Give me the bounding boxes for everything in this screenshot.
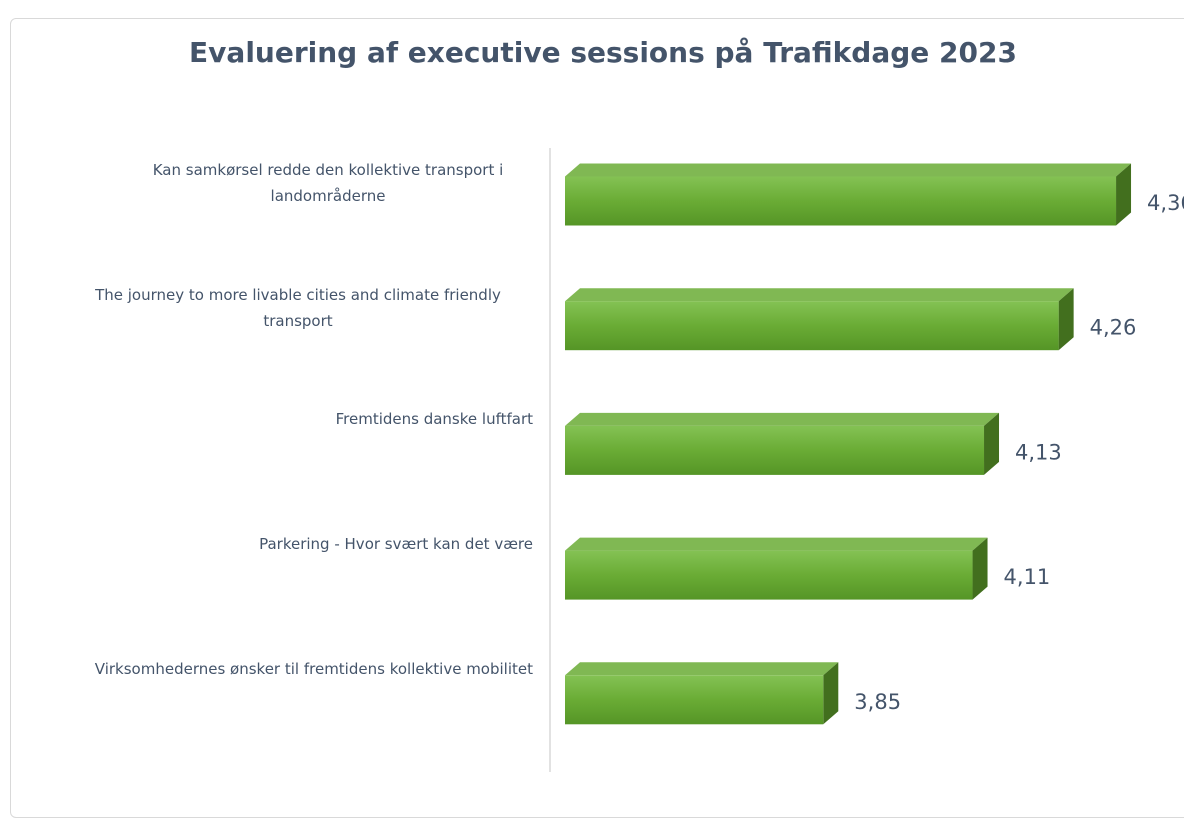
- bar-front: [565, 675, 824, 725]
- category-label: Kan samkørsel redde den kollektive trans…: [152, 161, 504, 205]
- chart-title: Evaluering af executive sessions på Traf…: [189, 36, 1017, 69]
- bar-top: [565, 163, 1132, 177]
- value-label: 4,11: [1004, 565, 1051, 589]
- bar: [565, 288, 1074, 351]
- bar-front: [565, 176, 1117, 226]
- value-label: 4,26: [1090, 316, 1137, 340]
- bar-front: [565, 301, 1059, 351]
- value-label: 3,85: [854, 690, 901, 714]
- bar-top: [565, 537, 988, 551]
- page: {"chart_data": {"type": "bar", "orientat…: [10, 18, 1184, 818]
- bar-side: [1116, 163, 1132, 226]
- bar-top: [565, 288, 1074, 302]
- bar-side: [823, 662, 839, 725]
- chart: Evaluering af executive sessions på Traf…: [189, 36, 1184, 772]
- value-label: 4,36: [1147, 191, 1184, 215]
- bar-top: [565, 412, 1000, 426]
- category-label: Fremtidens danske luftfart: [335, 410, 533, 429]
- bar-top: [565, 662, 839, 676]
- bar-front: [565, 550, 973, 600]
- bar-side: [1058, 288, 1074, 351]
- category-label: Parkering - Hvor svært kan det være: [259, 535, 533, 554]
- bar-side: [972, 537, 988, 600]
- category-label: The journey to more livable cities and c…: [95, 285, 501, 330]
- bar: [565, 412, 1000, 475]
- bar: [565, 537, 988, 600]
- bar-front: [565, 425, 985, 475]
- bar-side: [984, 412, 1000, 475]
- bar: [565, 163, 1132, 226]
- bar: [565, 662, 839, 725]
- value-label: 4,13: [1015, 440, 1062, 464]
- category-label: Virksomhedernes ønsker til fremtidens ko…: [94, 659, 533, 678]
